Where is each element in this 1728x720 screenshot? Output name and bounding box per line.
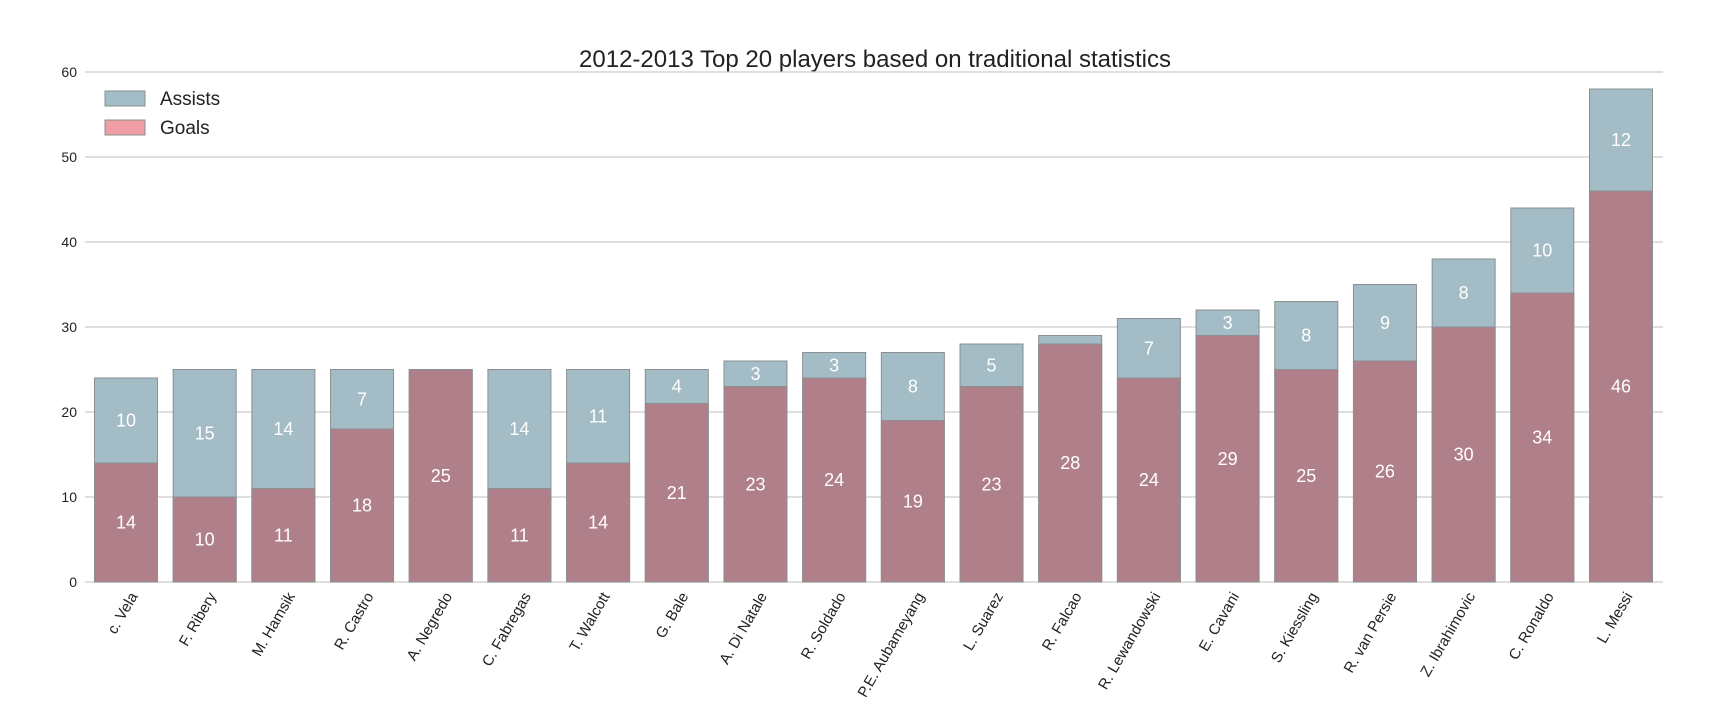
goals-value-label: 21 [667,483,687,503]
y-tick-label: 40 [61,234,77,250]
assists-value-label: 10 [1532,241,1552,261]
assists-value-label: 12 [1611,130,1631,150]
goals-bar [94,462,158,583]
goals-bar [1431,326,1496,583]
assists-value-label: 14 [273,419,293,439]
goals-bar [408,369,473,583]
assists-value-label: 9 [1380,313,1390,333]
x-tick-label: c. Vela [104,589,142,637]
y-tick-label: 10 [61,489,77,505]
goals-bar [1589,190,1653,583]
assists-value-label: 8 [1301,326,1311,346]
goals-value-label: 19 [903,491,923,511]
goals-bar [330,428,395,583]
legend-swatch [104,90,146,107]
x-tick-label: Z. Ibrahimovic [1417,589,1479,680]
x-tick-label: R. Lewandowski [1095,590,1164,693]
assists-value-label: 14 [509,419,529,439]
goals-bar [802,377,867,583]
bars [94,88,1653,583]
goals-value-label: 29 [1218,449,1238,469]
goals-value-label: 26 [1375,462,1395,482]
x-tick-label: L. Messi [1594,590,1637,647]
x-tick-label: S. Kiessling [1268,590,1322,666]
y-tick-label: 20 [61,404,77,420]
chart-title: 2012-2013 Top 20 players based on tradit… [579,46,1171,73]
goals-bar [1510,292,1575,583]
goals-value-label: 23 [745,474,765,494]
goals-bar [487,488,552,583]
assists-value-label: 5 [987,355,997,375]
assists-value-label: 3 [829,355,839,375]
x-tick-label: G. Bale [653,590,693,642]
assists-value-label: 4 [672,377,682,397]
goals-bar [644,403,709,583]
x-tick-label: R. Falcao [1039,590,1086,654]
y-axis-ticks: 0 10 20 30 40 50 60 [61,64,77,590]
goals-value-label: 46 [1611,377,1631,397]
goals-value-label: 18 [352,496,372,516]
x-tick-label: C. Ronaldo [1506,590,1558,663]
x-tick-label: T. Walcott [566,589,614,655]
x-tick-label: A. Negredo [404,590,457,664]
goals-value-label: 11 [274,525,293,545]
goals-value-label: 34 [1532,428,1552,448]
goals-bar [1352,360,1417,583]
legend-label: Assists [160,89,220,110]
y-tick-label: 60 [61,64,77,80]
x-tick-label: E. Cavani [1196,590,1243,655]
x-axis-ticks: c. Vela F. Ribery M. Hamsik R. Castro A. Neg… [104,589,1636,701]
goals-bar [566,462,631,583]
goals-bar [723,386,788,583]
x-tick-label: R. Castro [331,590,377,653]
assists-value-label: 7 [1144,338,1154,358]
goals-value-label: 23 [982,474,1002,494]
x-tick-label: P.E. Aubameyang [855,589,929,700]
x-tick-label: F. Ribery [176,589,221,649]
goals-bar [251,488,316,583]
assists-value-label: 15 [195,423,215,443]
assists-value-label: 8 [1459,283,1469,303]
legend: Assists Goals [104,89,220,139]
x-tick-label: R. Soldado [798,590,850,663]
assists-value-label: 3 [750,364,760,384]
goals-value-label: 25 [431,466,451,486]
assists-value-label: 11 [589,406,608,426]
x-tick-label: A. Di Natale [716,590,771,668]
goals-value-label: 14 [116,513,136,533]
data-labels: 14 10 10 15 11 14 18 7 25 11 14 14 11 21 4 23 3 24 3 19 8 23 5… [116,130,1631,550]
goals-value-label: 24 [824,470,844,490]
y-tick-label: 0 [69,574,77,590]
assists-value-label: 8 [908,377,918,397]
goals-value-label: 14 [588,513,608,533]
x-tick-label: R. van Persie [1341,590,1401,676]
y-tick-label: 30 [61,319,77,335]
x-tick-label: L. Suarez [960,590,1007,654]
legend-label: Goals [160,118,210,139]
goals-bar [880,420,945,583]
goals-value-label: 28 [1060,453,1080,473]
y-tick-label: 50 [61,149,77,165]
gridlines [85,71,1663,583]
goals-bar [1274,369,1339,583]
x-tick-label: M. Hamsik [249,589,299,659]
goals-bar [1195,335,1260,583]
goals-bar [1038,343,1103,583]
x-tick-label: C. Fabregas [479,590,535,670]
goals-value-label: 24 [1139,470,1159,490]
assists-value-label: 10 [116,411,136,431]
legend-swatch [104,119,146,136]
goals-value-label: 25 [1296,466,1316,486]
goals-value-label: 30 [1454,445,1474,465]
assists-value-label: 3 [1223,313,1233,333]
goals-value-label: 11 [510,525,529,545]
goals-bar [172,496,237,583]
assists-value-label: 7 [357,389,367,409]
goals-bar [1116,377,1181,583]
goals-bar [959,386,1024,583]
goals-value-label: 10 [195,530,215,550]
